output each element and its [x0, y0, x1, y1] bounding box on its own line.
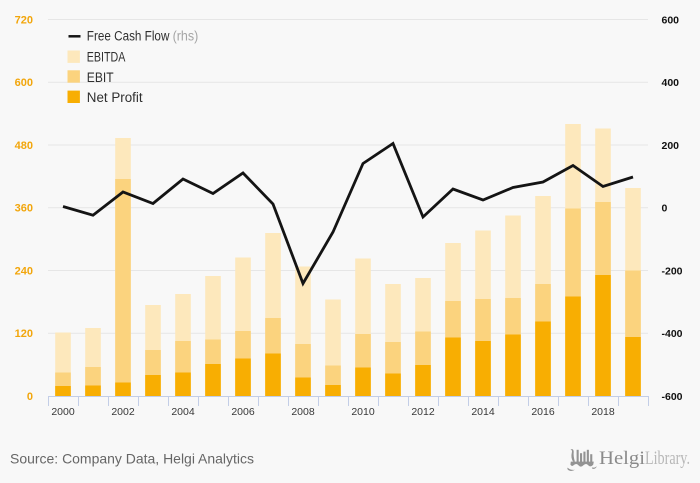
svg-text:-400: -400 — [662, 328, 683, 340]
svg-text:Source: Company Data, Helgi An: Source: Company Data, Helgi Analytics — [10, 451, 254, 467]
svg-text:600: 600 — [662, 14, 680, 26]
svg-text:2004: 2004 — [171, 406, 195, 418]
svg-text:200: 200 — [662, 140, 680, 152]
svg-text:0: 0 — [27, 391, 33, 403]
svg-text:-600: -600 — [662, 391, 683, 403]
svg-text:400: 400 — [662, 77, 680, 89]
svg-text:480: 480 — [15, 140, 33, 152]
svg-text:240: 240 — [15, 265, 33, 277]
svg-text:360: 360 — [15, 203, 33, 215]
svg-text:(rhs): (rhs) — [173, 29, 199, 44]
svg-text:-200: -200 — [662, 265, 683, 277]
svg-text:600: 600 — [15, 77, 33, 89]
svg-text:2002: 2002 — [111, 406, 135, 418]
svg-text:2012: 2012 — [411, 406, 435, 418]
svg-text:720: 720 — [15, 14, 33, 26]
svg-text:2008: 2008 — [291, 406, 315, 418]
svg-text:EBITDA: EBITDA — [87, 50, 126, 65]
svg-text:Helgi: Helgi — [599, 449, 645, 469]
svg-text:0: 0 — [662, 203, 668, 215]
svg-text:2006: 2006 — [231, 406, 255, 418]
svg-text:2014: 2014 — [471, 406, 495, 418]
svg-text:Free Cash Flow: Free Cash Flow — [87, 29, 170, 44]
svg-text:120: 120 — [15, 328, 33, 340]
svg-text:Net Profit: Net Profit — [87, 90, 143, 105]
svg-text:Library.: Library. — [645, 449, 690, 469]
svg-text:2018: 2018 — [591, 406, 615, 418]
svg-text:2010: 2010 — [351, 406, 375, 418]
svg-text:2016: 2016 — [531, 406, 555, 418]
svg-text:2000: 2000 — [51, 406, 75, 418]
svg-text:EBIT: EBIT — [87, 70, 114, 85]
